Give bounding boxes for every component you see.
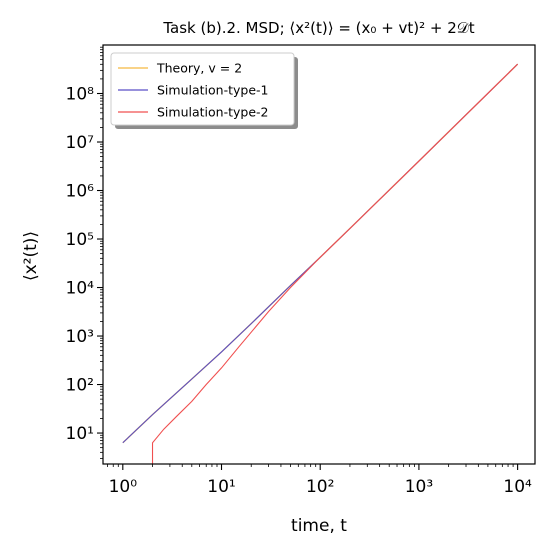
x-tick-label: 10³: [405, 477, 433, 497]
axis-ticks: 10⁰ 10¹ 10² 10³ 10⁴ 10¹ 10² 10³ 10⁴ 10⁵ 10⁶ 10⁷ 10⁸: [66, 46, 532, 497]
legend-label-2: Simulation-type-1: [157, 83, 268, 98]
x-tick-label: 10¹: [207, 477, 235, 497]
plot-frame: [102, 44, 536, 465]
plot-area: [122, 63, 519, 464]
chart-title: Task (b).2. MSD; ⟨x²(t)⟩ = (x₀ + vt)² + …: [162, 19, 474, 37]
y-tick-label: 10⁴: [66, 279, 95, 299]
x-tick-label: 10²: [306, 477, 334, 497]
y-tick-label: 10⁷: [66, 133, 95, 153]
y-tick-label: 10¹: [66, 424, 94, 444]
legend: Theory, v = 2 Simulation-type-1 Simulation…: [110, 52, 298, 129]
series-line-3: [151, 63, 519, 464]
x-axis-label: time, t: [291, 516, 347, 536]
x-tick-label: 10⁰: [109, 477, 138, 497]
y-tick-label: 10⁶: [66, 182, 95, 202]
y-tick-label: 10³: [66, 327, 94, 347]
legend-label-3: Simulation-type-2: [157, 105, 268, 120]
y-tick-label: 10⁸: [66, 85, 95, 105]
y-tick-label: 10⁵: [66, 230, 94, 250]
x-tick-label: 10⁴: [503, 477, 532, 497]
y-tick-label: 10²: [66, 376, 94, 396]
legend-box: [110, 52, 295, 126]
y-axis-label: ⟨x²(t)⟩: [21, 231, 41, 281]
legend-label-1: Theory, v = 2: [156, 61, 242, 76]
